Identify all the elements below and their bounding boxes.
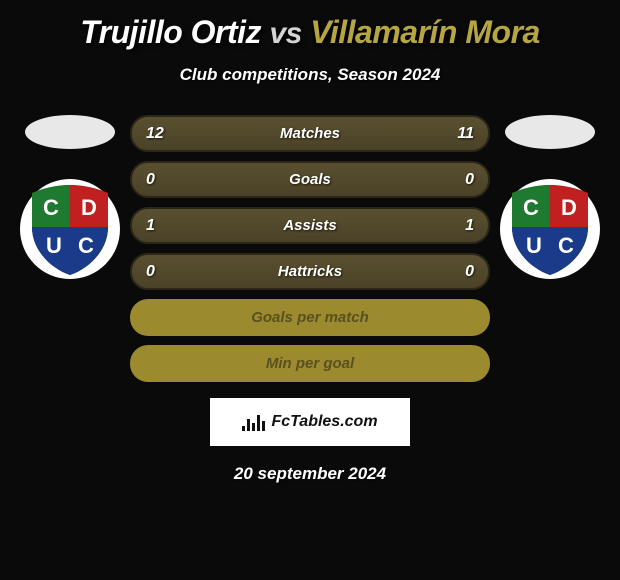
- left-side-col: C D U C: [20, 115, 120, 284]
- player2-name: Villamarín Mora: [310, 14, 540, 50]
- stat-left-value: 1: [146, 217, 155, 235]
- svg-text:C: C: [523, 195, 539, 220]
- player1-club-badge: C D U C: [20, 179, 120, 284]
- svg-text:C: C: [558, 233, 574, 258]
- club-badge-svg: C D U C: [20, 179, 120, 279]
- main-area: C D U C 12 Matches 11 0 Goals 0 1 Assist…: [0, 115, 620, 382]
- svg-text:U: U: [46, 233, 62, 258]
- stat-left-value: 0: [146, 171, 155, 189]
- player2-club-badge: C D U C: [500, 179, 600, 284]
- club-badge-svg: C D U C: [500, 179, 600, 279]
- date-text: 20 september 2024: [234, 464, 386, 484]
- title: Trujillo Ortiz vs Villamarín Mora: [80, 14, 540, 51]
- player1-name: Trujillo Ortiz: [80, 14, 261, 50]
- stat-label: Assists: [283, 217, 336, 234]
- right-side-col: C D U C: [500, 115, 600, 284]
- stat-row-gpm: Goals per match: [130, 299, 490, 336]
- svg-text:C: C: [43, 195, 59, 220]
- stat-left-value: 0: [146, 263, 155, 281]
- svg-text:D: D: [561, 195, 577, 220]
- stat-right-value: 11: [457, 125, 474, 143]
- stat-label: Min per goal: [266, 355, 354, 372]
- chart-icon: [242, 413, 265, 431]
- brand-box: FcTables.com: [210, 398, 410, 446]
- stat-row-mpg: Min per goal: [130, 345, 490, 382]
- stat-label: Goals: [289, 171, 331, 188]
- stat-row-assists: 1 Assists 1: [130, 207, 490, 244]
- stat-right-value: 1: [465, 217, 474, 235]
- subtitle: Club competitions, Season 2024: [180, 65, 441, 85]
- infographic-container: Trujillo Ortiz vs Villamarín Mora Club c…: [0, 0, 620, 494]
- stat-right-value: 0: [465, 263, 474, 281]
- stat-row-hattricks: 0 Hattricks 0: [130, 253, 490, 290]
- svg-text:U: U: [526, 233, 542, 258]
- brand-text: FcTables.com: [271, 413, 377, 431]
- stat-row-goals: 0 Goals 0: [130, 161, 490, 198]
- stat-left-value: 12: [146, 125, 164, 143]
- svg-text:D: D: [81, 195, 97, 220]
- stat-label: Hattricks: [278, 263, 342, 280]
- player1-silhouette: [25, 115, 115, 149]
- player2-silhouette: [505, 115, 595, 149]
- stats-column: 12 Matches 11 0 Goals 0 1 Assists 1 0 Ha…: [130, 115, 490, 382]
- stat-row-matches: 12 Matches 11: [130, 115, 490, 152]
- stat-right-value: 0: [465, 171, 474, 189]
- stat-label: Matches: [280, 125, 340, 142]
- svg-text:C: C: [78, 233, 94, 258]
- stat-label: Goals per match: [251, 309, 369, 326]
- vs-text: vs: [269, 17, 301, 50]
